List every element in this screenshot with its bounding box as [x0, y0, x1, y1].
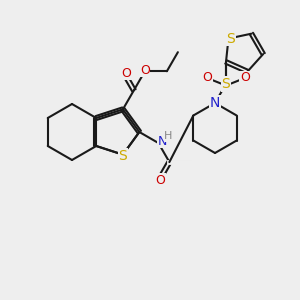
Text: N: N [158, 134, 167, 148]
Text: O: O [155, 174, 165, 187]
Text: S: S [226, 32, 235, 46]
Text: N: N [210, 96, 220, 110]
Text: S: S [118, 149, 127, 163]
Text: O: O [202, 71, 212, 84]
Text: O: O [240, 71, 250, 84]
Text: H: H [164, 131, 172, 141]
Text: O: O [140, 64, 150, 77]
Text: O: O [121, 67, 131, 80]
Text: S: S [222, 77, 230, 91]
